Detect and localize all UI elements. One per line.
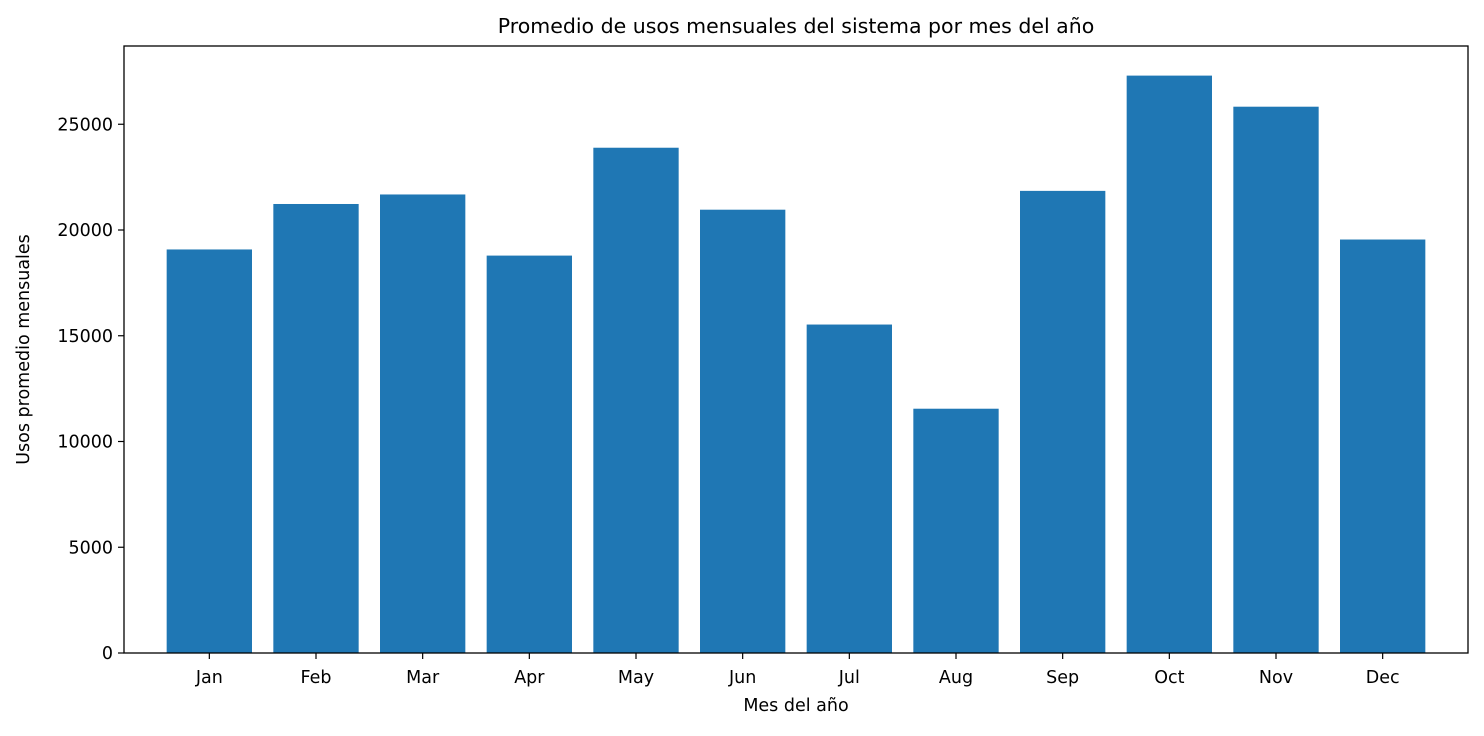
y-tick-label: 0 [102, 644, 113, 664]
bar-jan [166, 249, 252, 654]
x-tick-label: Apr [514, 668, 545, 688]
y-tick-label: 15000 [57, 327, 113, 347]
bar-aug [913, 408, 999, 653]
x-tick-label: Aug [939, 668, 973, 688]
x-axis-ticks: Jan Feb Mar Apr May Jun Jul Aug Sep Oct Nov Dec [195, 653, 1400, 688]
y-tick-label: 25000 [57, 115, 113, 135]
plot-frame [123, 45, 1469, 654]
bar-feb [273, 203, 359, 653]
y-tick-label: 10000 [57, 433, 113, 453]
x-tick-label: Nov [1259, 668, 1293, 688]
bar-sep [1020, 190, 1106, 653]
x-tick-label: Sep [1046, 668, 1079, 688]
bar-may [593, 147, 679, 654]
x-tick-label: Jun [728, 668, 756, 688]
x-tick-label: May [618, 668, 654, 688]
chart-title: Promedio de usos mensuales del sistema p… [498, 14, 1095, 38]
x-tick-label: Jul [838, 668, 860, 688]
bar-nov [1233, 106, 1319, 653]
x-tick-label: Oct [1154, 668, 1184, 688]
x-axis-label: Mes del año [743, 696, 848, 716]
y-axis-label: Usos promedio mensuales [14, 234, 34, 465]
y-tick-label: 5000 [68, 538, 113, 558]
x-tick-label: Mar [406, 668, 440, 688]
x-tick-label: Feb [301, 668, 332, 688]
y-tick-label: 20000 [57, 221, 113, 241]
x-tick-label: Dec [1366, 668, 1400, 688]
bar-apr [486, 255, 572, 653]
bars-group [166, 75, 1426, 654]
bar-oct [1126, 75, 1212, 654]
bar-mar [380, 194, 466, 653]
y-axis-ticks: 0 5000 10000 15000 20000 25000 [57, 115, 124, 664]
bar-dec [1340, 239, 1426, 653]
x-tick-label: Jan [195, 668, 223, 688]
bar-jun [700, 209, 786, 653]
bar-jul [806, 324, 892, 653]
